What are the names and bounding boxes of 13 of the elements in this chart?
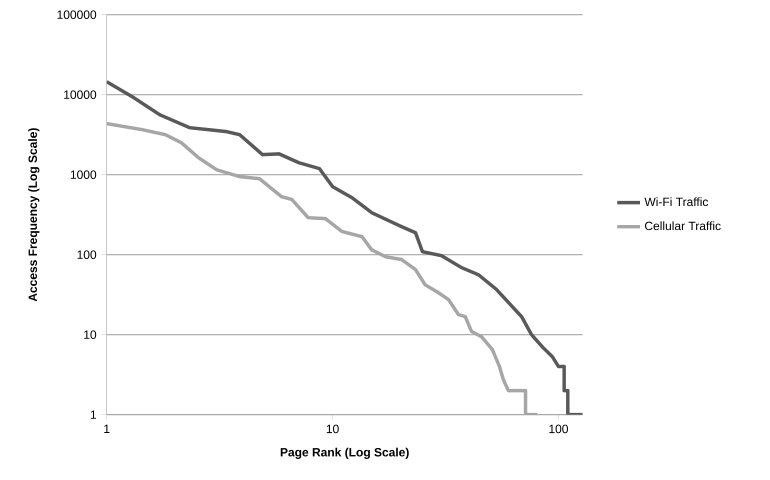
- y-tick-label: 1000: [70, 170, 96, 179]
- x-tick-label: 100: [549, 424, 568, 434]
- x-tick-label: 1: [104, 424, 110, 433]
- y-tick-label: 100000: [58, 10, 96, 19]
- x-tick-label: 10: [326, 424, 339, 434]
- legend-label: Wi-Fi Traffic: [644, 197, 708, 206]
- legend-label: Cellular Traffic: [645, 221, 721, 230]
- y-tick-label: 1: [90, 410, 96, 419]
- x-axis-title: Page Rank (Log Scale): [280, 448, 409, 459]
- y-tick-label: 100: [78, 250, 96, 259]
- y-tick-label: 10: [84, 330, 96, 339]
- y-axis-title: Access Frequency (Log Scale): [28, 128, 40, 302]
- y-tick-label: 10000: [64, 90, 96, 99]
